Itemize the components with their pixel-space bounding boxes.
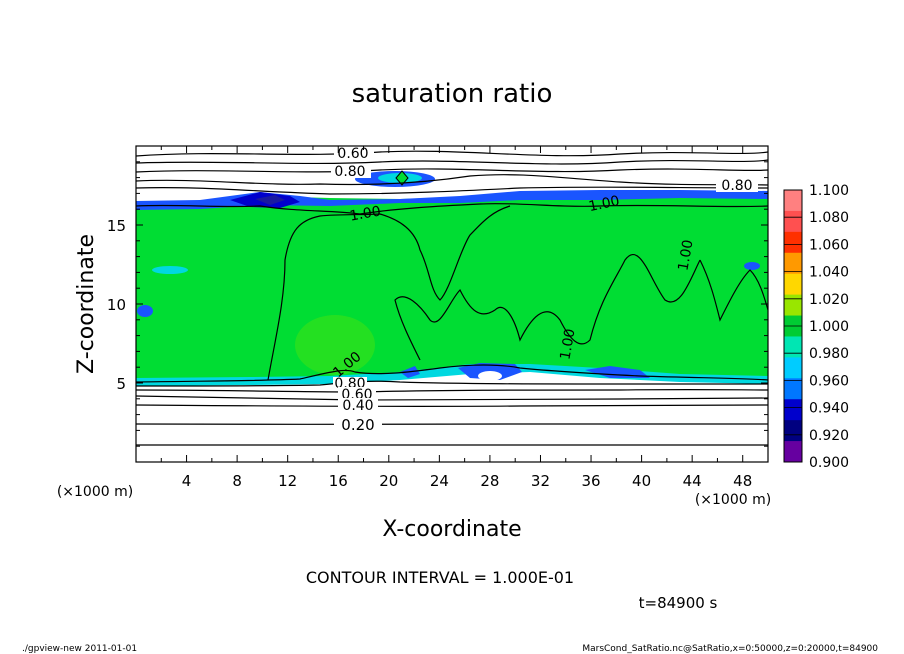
colorbar-label: 1.080 [809, 210, 849, 226]
colorbar-swatch [784, 336, 802, 358]
x-tick-label: 8 [232, 472, 242, 490]
colorbar-swatch [784, 357, 802, 379]
x-axis-label: X-coordinate [382, 517, 521, 542]
colorbar-swatch [784, 420, 802, 442]
footer-right: MarsCond_SatRatio.nc@SatRatio,x=0:50000,… [582, 644, 878, 654]
footer-left: ./gpview-new 2011-01-01 [22, 644, 137, 654]
colorbar-label: 1.040 [809, 265, 849, 281]
colorbar-label: 0.980 [809, 346, 849, 362]
x-tick-label: 20 [379, 472, 398, 490]
time-label: t=84900 s [639, 594, 718, 612]
contour-1.00-center-tower [379, 205, 511, 301]
x-tick-label: 48 [733, 472, 752, 490]
colorbar-swatch [784, 210, 802, 233]
colorbar-swatch [784, 378, 802, 400]
colorbar-swatch [784, 190, 802, 212]
colorbar-label: 0.940 [809, 401, 849, 417]
left-pocket-2 [152, 266, 188, 274]
contour-interval-text: CONTOUR INTERVAL = 1.000E-01 [306, 568, 574, 587]
colorbar: 1.100 1.080 1.060 1.040 1.020 1.000 0.980 0.960… [783, 183, 849, 471]
colorbar-swatch [784, 273, 802, 296]
contour-lines [136, 150, 768, 446]
dry-pocket-2 [585, 366, 650, 378]
contour-1.00-left-tower [267, 213, 381, 381]
x-tick-label: 44 [683, 472, 702, 490]
y-unit-label: (×1000 m) [57, 484, 133, 500]
colorbar-label: 1.000 [809, 319, 849, 335]
y-tick-label: 15 [107, 217, 126, 235]
contour-label: 0.20 [341, 416, 374, 434]
colorbar-label: 1.100 [809, 183, 849, 199]
x-unit-label: (×1000 m) [695, 492, 771, 508]
colorbar-label: 1.060 [809, 237, 849, 253]
contour-0.60-low [136, 388, 768, 393]
white-pocket [478, 371, 502, 381]
contour-top-1 [136, 150, 768, 157]
supersat-tint [295, 315, 375, 375]
saturated-layer [136, 192, 768, 384]
right-pocket-1 [744, 262, 760, 270]
left-pocket-1 [137, 305, 153, 317]
contour-label: 0.40 [342, 398, 373, 414]
contour-top-2 [136, 159, 768, 165]
x-tick-label: 36 [581, 472, 600, 490]
contour-middle-ragged [394, 253, 701, 361]
contour-label: 1.00 [675, 239, 696, 272]
contour-top-4 [136, 174, 768, 186]
contour-label: 0.80 [334, 164, 365, 180]
contour-0.40-low [136, 395, 768, 401]
contour-label: 1.00 [557, 328, 578, 361]
contour-label: 0.80 [721, 178, 752, 194]
dry-band-top [136, 190, 768, 210]
chart-title: saturation ratio [352, 79, 553, 109]
y-axis: 5 10 15 [107, 161, 768, 447]
contour-label: 1.00 [349, 203, 382, 224]
colorbar-swatch [784, 252, 802, 275]
x-axis: 4 8 12 16 20 24 28 32 36 40 44 48 [160, 146, 769, 490]
x-tick-label: 24 [430, 472, 449, 490]
contour-right-ragged [699, 259, 768, 322]
x-tick-label: 28 [480, 472, 499, 490]
colorbar-swatch [784, 441, 802, 463]
contour-label: 0.60 [337, 146, 368, 162]
colorbar-swatch [784, 399, 802, 421]
x-tick-label: 12 [278, 472, 297, 490]
contour-1.00-top [136, 203, 768, 215]
y-tick-label: 10 [107, 296, 126, 314]
colorbar-swatch [784, 231, 802, 254]
x-tick-label: 16 [329, 472, 348, 490]
colorbar-label: 1.020 [809, 292, 849, 308]
filled-field [136, 146, 768, 462]
x-tick-label: 32 [531, 472, 550, 490]
contour-label: 1.00 [587, 193, 621, 215]
x-tick-label: 4 [182, 472, 192, 490]
contour-top-5 [136, 186, 768, 195]
colorbar-label: 0.960 [809, 373, 849, 389]
contour-top-3 [136, 168, 768, 173]
x-tick-label: 40 [632, 472, 651, 490]
contour-1.00-base [136, 364, 768, 383]
y-tick-label: 5 [116, 375, 126, 393]
contour-0.80-low [136, 380, 768, 387]
y-axis-label: Z-coordinate [74, 234, 99, 374]
colorbar-swatch [784, 294, 802, 317]
colorbar-label: 0.900 [809, 455, 849, 471]
dark-patch-2 [255, 195, 285, 205]
colorbar-label: 0.920 [809, 428, 849, 444]
contour-0.30-low [136, 404, 768, 408]
